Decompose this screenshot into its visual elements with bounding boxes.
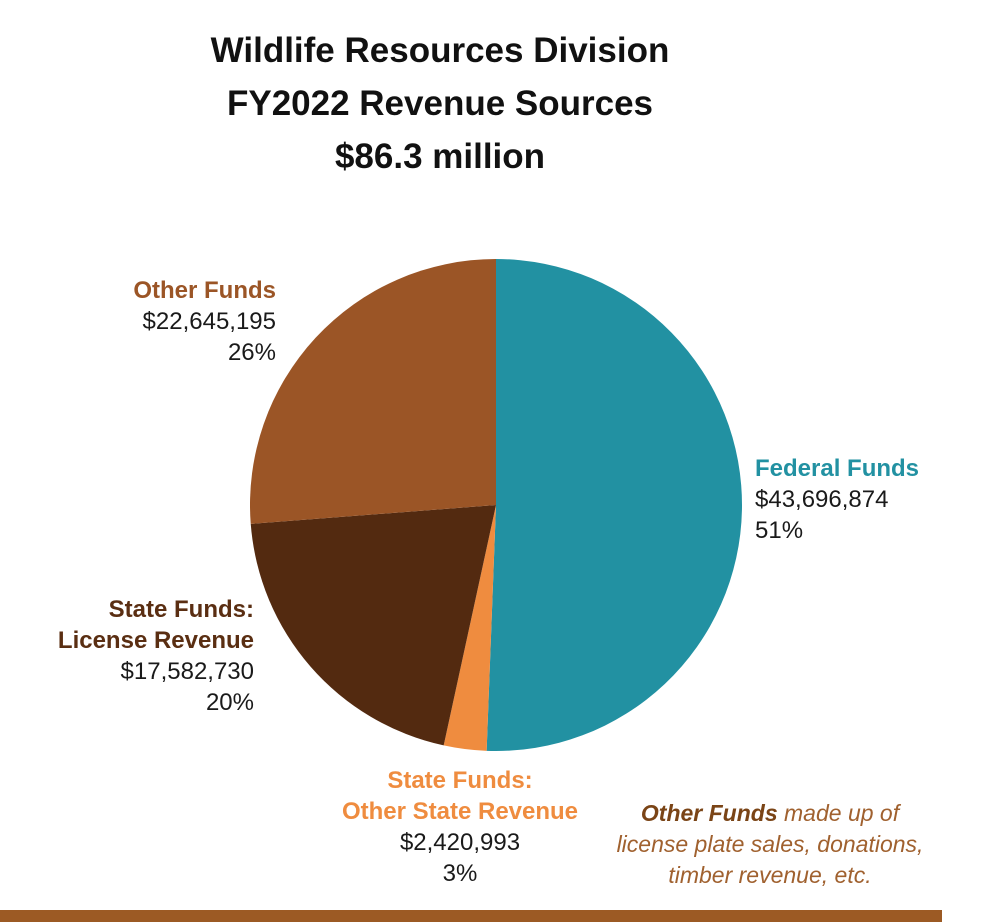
bottom-rule [0, 910, 942, 922]
other-state-revenue-amount: $2,420,993 [399, 829, 521, 856]
title-line-3: $86.3 million [334, 137, 546, 176]
note-bold: Other Funds [640, 800, 778, 826]
other-state-revenue-name-1: State Funds: [387, 767, 533, 794]
pie-slice-federal-funds [486, 259, 742, 752]
license-revenue-amount: $17,582,730 [120, 658, 254, 685]
other-funds-pct: 26% [227, 339, 276, 366]
license-revenue-name-1: State Funds: [108, 596, 254, 623]
note-line-3: timber revenue, etc. [668, 862, 872, 888]
label-federal-funds: Federal Funds $43,696,874 51% [755, 453, 919, 546]
note-rest: made up of [777, 800, 900, 826]
federal-funds-amount: $43,696,874 [755, 486, 889, 513]
pie-slice-state-funds-license-revenue [250, 505, 496, 746]
federal-funds-pct: 51% [755, 517, 804, 544]
license-revenue-pct: 20% [205, 689, 254, 716]
chart-title: Wildlife Resources Division FY2022 Reven… [0, 24, 880, 183]
other-funds-note: Other Funds made up of license plate sal… [580, 798, 960, 891]
other-funds-amount: $22,645,195 [142, 308, 276, 335]
title-line-1: Wildlife Resources Division [210, 31, 670, 70]
other-funds-name: Other Funds [133, 277, 276, 304]
label-license-revenue: State Funds: License Revenue $17,582,730… [58, 594, 254, 718]
title-line-2: FY2022 Revenue Sources [226, 84, 654, 123]
license-revenue-name-2: License Revenue [57, 627, 254, 654]
federal-funds-name: Federal Funds [755, 455, 920, 482]
other-state-revenue-pct: 3% [442, 860, 478, 887]
other-state-revenue-name-2: Other State Revenue [341, 798, 579, 825]
note-line-2: license plate sales, donations, [616, 831, 924, 857]
pie-slice-other-funds [249, 259, 496, 524]
label-other-funds: Other Funds $22,645,195 26% [133, 275, 276, 368]
label-other-state-revenue: State Funds: Other State Revenue $2,420,… [320, 765, 600, 889]
pie-slice-state-funds-other-state-revenue [443, 505, 496, 751]
